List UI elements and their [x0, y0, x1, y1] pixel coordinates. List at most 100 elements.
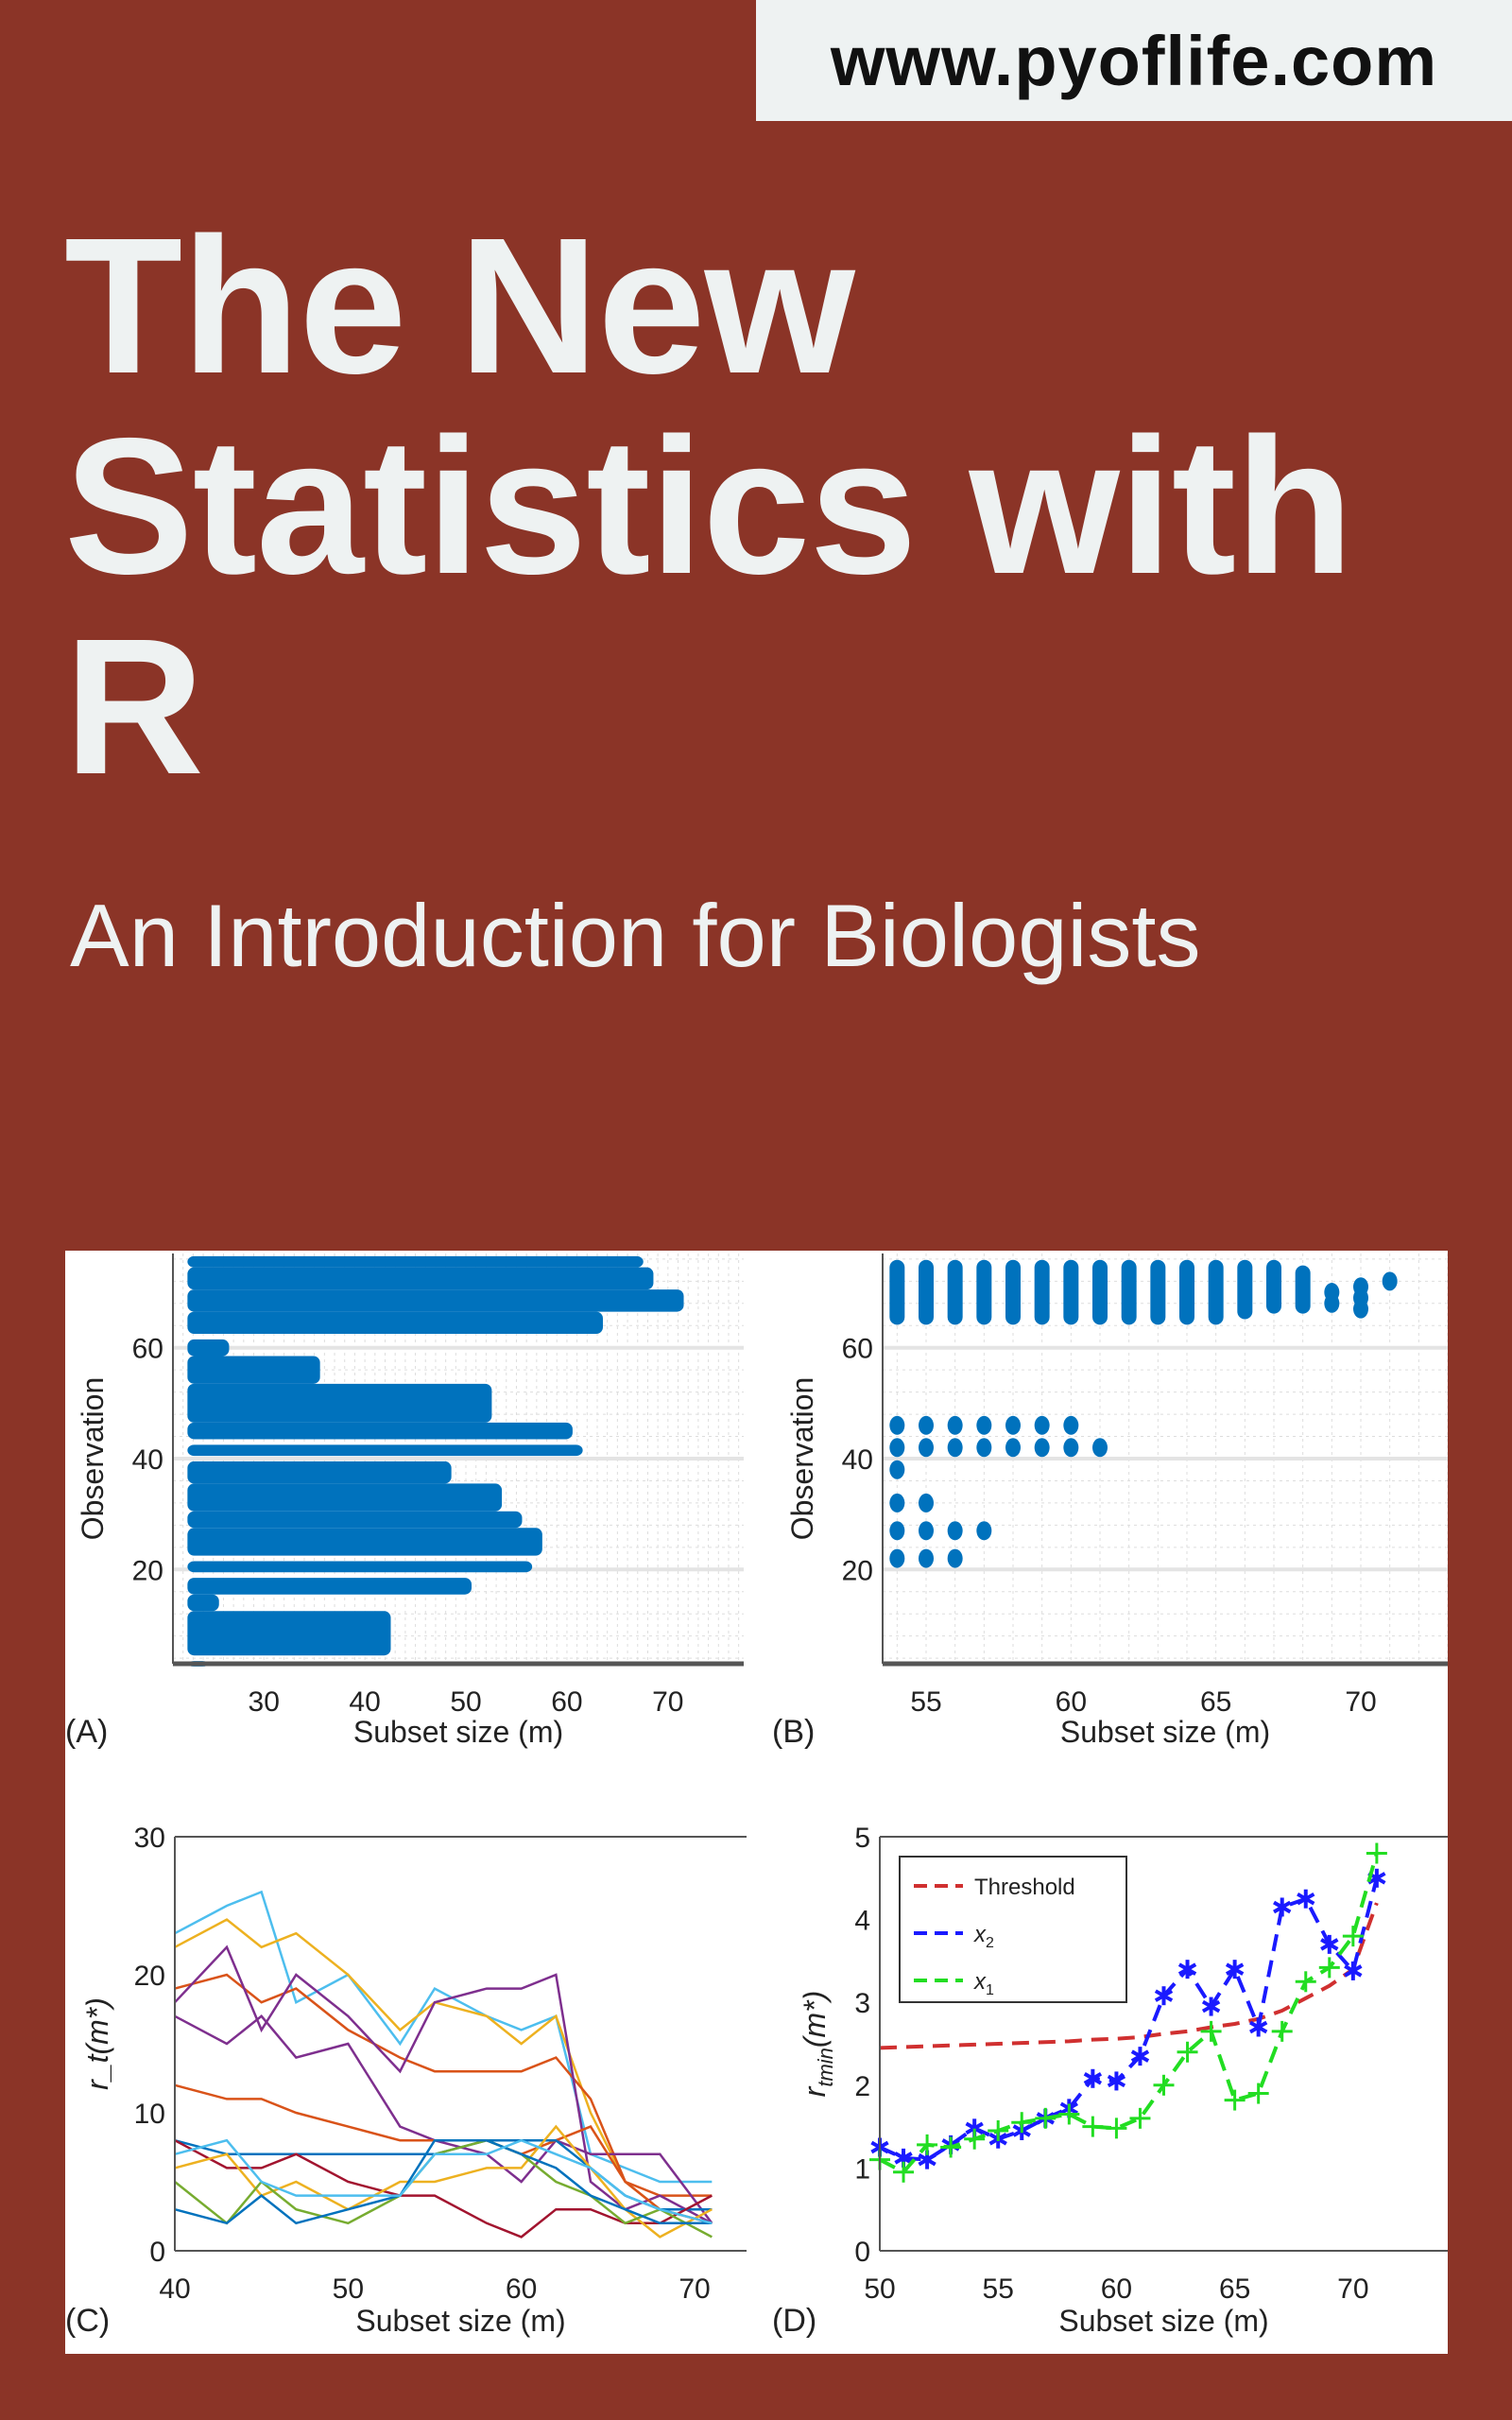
x-axis-label: Subset size (m) [353, 1715, 563, 1749]
scatter-point [919, 1548, 934, 1568]
scatter-band [187, 1578, 472, 1595]
scatter-column [1208, 1259, 1224, 1325]
x-tick-label: 60 [506, 2273, 537, 2305]
scatter-column [1150, 1259, 1166, 1325]
y-tick-label: 4 [854, 1906, 870, 1937]
x-axis-label: Subset size (m) [1058, 2304, 1268, 2338]
star-marker [1273, 1900, 1292, 1914]
x-tick-label: 55 [910, 1686, 941, 1718]
scatter-column [1092, 1259, 1108, 1325]
series-line [174, 2138, 713, 2225]
scatter-point [889, 1548, 905, 1568]
title-line-2: Statistics with [64, 398, 1353, 614]
series-line [174, 2014, 713, 2224]
star-marker [1130, 2049, 1150, 2063]
scatter-point [1382, 1271, 1398, 1291]
series-line [174, 2139, 713, 2238]
x-tick-label: 70 [1337, 2273, 1368, 2305]
y-tick-label: 1 [854, 2153, 870, 2185]
star-marker [1344, 1964, 1363, 1978]
y-tick-label: 20 [134, 1961, 165, 1992]
scatter-band [187, 1561, 533, 1573]
scatter-column [976, 1259, 992, 1325]
scatter-point [1034, 1415, 1050, 1435]
legend-label: Threshold [974, 1875, 1075, 1900]
series-line [174, 2138, 713, 2238]
legend-box [899, 1856, 1127, 2003]
star-marker [1154, 1989, 1174, 2002]
panel-label: (B) [772, 1714, 815, 1750]
x-tick-label: 60 [551, 1686, 582, 1718]
scatter-point [976, 1521, 992, 1541]
y-tick-label: 5 [854, 1823, 870, 1854]
scatter-column [1034, 1259, 1050, 1325]
scatter-point [1005, 1438, 1021, 1458]
scatter-point [1034, 1438, 1050, 1458]
figure-panel: r_t(m*) 30 40 50 60 70 20 40 60 Subset size (m)(… [65, 1251, 1449, 2354]
y-tick-label: 30 [134, 1823, 165, 1854]
x-tick-label: 65 [1200, 1686, 1231, 1718]
scatter-point [889, 1415, 905, 1435]
scatter-band [187, 1267, 654, 1290]
x-tick-label: 70 [679, 2273, 710, 2305]
panel-label: (C) [65, 2303, 110, 2339]
scatter-point [976, 1438, 992, 1458]
scatter-band [187, 1611, 391, 1656]
x-axis-label: Subset size (m) [355, 2304, 565, 2338]
scatter-band [187, 1444, 583, 1457]
scatter-point [889, 1521, 905, 1541]
scatter-column [1179, 1259, 1194, 1325]
scatter-point [976, 1415, 992, 1435]
y-tick-label: 0 [854, 2237, 870, 2268]
scatter-point [1353, 1299, 1368, 1319]
x-axis-label: Subset size (m) [1060, 1715, 1270, 1749]
star-marker [1225, 1962, 1245, 1976]
scatter-point [947, 1415, 963, 1435]
scatter-band [187, 1311, 603, 1335]
scatter-point [947, 1521, 963, 1541]
scatter-point [919, 1438, 934, 1458]
x-tick-label: 50 [450, 1686, 481, 1718]
x-tick-label: 60 [1056, 1686, 1087, 1718]
y-tick-label: 20 [132, 1555, 163, 1586]
website-url: www.pyoflife.com [830, 21, 1438, 100]
star-marker [1107, 2074, 1126, 2088]
y-axis-label: r_t(m*) [80, 1997, 114, 2090]
scatter-band [187, 1289, 684, 1312]
panel-label: (A) [65, 1714, 108, 1750]
y-tick-label: 10 [134, 2099, 165, 2130]
scatter-point [947, 1438, 963, 1458]
series-line [174, 2124, 713, 2238]
scatter-column [1295, 1265, 1311, 1314]
x-tick-label: 50 [864, 2273, 895, 2305]
x-tick-label: 55 [983, 2273, 1014, 2305]
scatter-column [919, 1259, 934, 1325]
scatter-point [1063, 1415, 1079, 1435]
y-tick-label: 0 [149, 2237, 165, 2268]
x-tick-label: 70 [1345, 1686, 1376, 1718]
x-tick-label: 60 [1101, 2273, 1132, 2305]
series-line [174, 2138, 713, 2225]
scatter-point [1063, 1438, 1079, 1458]
scatter-point [947, 1548, 963, 1568]
y-tick-label: 60 [132, 1334, 163, 1365]
scatter-band [187, 1528, 542, 1556]
scatter-point [889, 1460, 905, 1479]
scatter-point [919, 1415, 934, 1435]
series-line [174, 1890, 713, 2184]
star-marker [1177, 1962, 1197, 1976]
book-subtitle: An Introduction for Biologists [70, 886, 1201, 985]
y-tick-label: 40 [132, 1444, 163, 1476]
star-marker [894, 2152, 913, 2165]
x-tick-label: 65 [1219, 2273, 1250, 2305]
series-line [174, 1973, 713, 2197]
scatter-column [1005, 1259, 1021, 1325]
scatter-band [187, 1511, 523, 1529]
title-line-1: The New [64, 198, 855, 414]
y-axis-label: rtmin(m*) [798, 1991, 837, 2098]
scatter-point [919, 1521, 934, 1541]
star-marker [1297, 1892, 1315, 1906]
legend-label: x1 [973, 1969, 994, 1998]
scatter-band [187, 1422, 573, 1440]
scatter-band [187, 1461, 452, 1484]
